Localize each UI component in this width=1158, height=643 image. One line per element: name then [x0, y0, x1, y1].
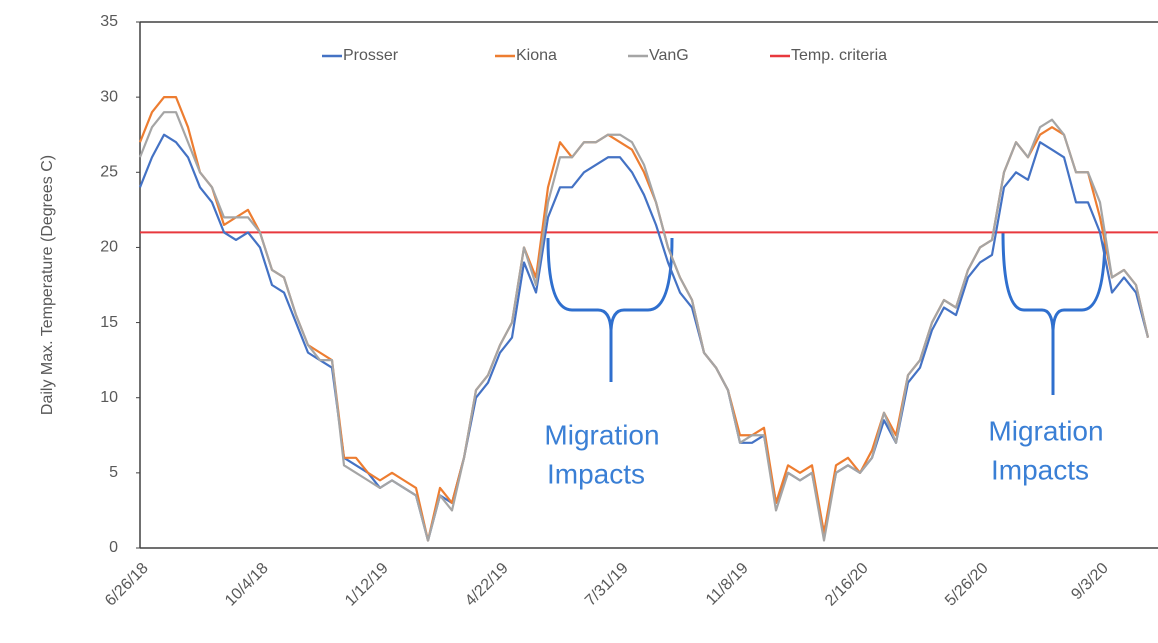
y-tick-label: 35: [100, 13, 118, 30]
x-tick-label: 4/22/19: [462, 560, 512, 610]
legend-label: Prosser: [343, 47, 399, 64]
x-tick-label: 2/16/20: [822, 560, 872, 610]
y-tick-label: 10: [100, 389, 118, 406]
brace: [546, 237, 674, 382]
legend-label: Temp. criteria: [791, 47, 887, 64]
annotation: Migration: [988, 415, 1103, 446]
x-tick-label: 11/8/19: [703, 560, 752, 609]
x-tick-label: 1/12/19: [342, 560, 392, 610]
x-tick-label: 6/26/18: [102, 560, 152, 610]
x-tick-label: 10/4/18: [222, 560, 272, 610]
legend-label: VanG: [649, 47, 689, 64]
brace: [1001, 231, 1107, 395]
y-axis-label: Daily Max. Temperature (Degrees C): [39, 155, 56, 415]
y-tick-label: 0: [109, 539, 118, 556]
x-tick-label: 5/26/20: [942, 560, 992, 610]
y-tick-label: 15: [100, 314, 118, 331]
x-tick-label: 9/3/20: [1068, 560, 1112, 604]
y-tick-label: 5: [109, 464, 118, 481]
x-tick-label: 7/31/19: [582, 560, 632, 610]
annotation: Impacts: [547, 458, 645, 489]
series-line: [138, 111, 1150, 542]
annotation: Migration: [544, 419, 659, 450]
y-tick-label: 30: [100, 88, 118, 105]
y-tick-label: 25: [100, 164, 118, 181]
series-line: [138, 133, 1150, 542]
y-tick-label: 20: [100, 239, 118, 256]
annotation: Impacts: [991, 454, 1089, 485]
legend-label: Kiona: [516, 47, 557, 64]
